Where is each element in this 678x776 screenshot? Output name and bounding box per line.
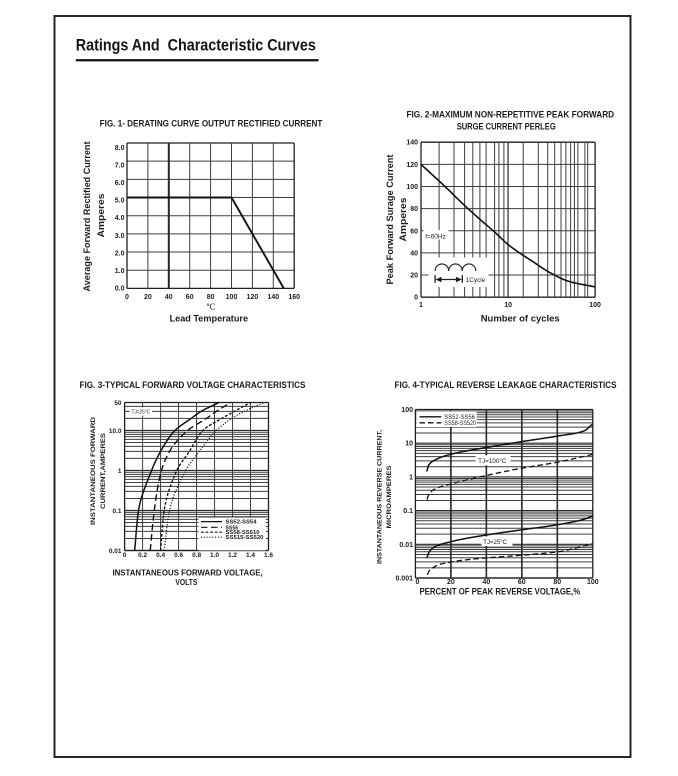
svg-text:FIG. 4-TYPICAL REVERSE LEAKAGE: FIG. 4-TYPICAL REVERSE LEAKAGE CHARACTER… [395,380,617,390]
svg-text:Amperes: Amperes [398,198,409,242]
svg-text:2.0: 2.0 [115,250,125,257]
svg-text:MICROAMPERES: MICROAMPERES [386,465,393,529]
svg-text:INSTANTANEOUS FORWARD VOLTAGE,: INSTANTANEOUS FORWARD VOLTAGE, [112,568,262,577]
svg-text:10: 10 [405,441,413,448]
svg-text:SS515-SS520: SS515-SS520 [226,535,264,541]
svg-text:INSTANTANEOUS FORWARD: INSTANTANEOUS FORWARD [90,417,97,525]
svg-text:1.6: 1.6 [264,552,273,559]
svg-text:1Cycle: 1Cycle [466,277,486,284]
svg-text:0.8: 0.8 [192,552,201,559]
svg-text:6.0: 6.0 [115,180,125,187]
svg-text:℃: ℃ [206,302,216,312]
svg-text:100: 100 [406,184,418,191]
svg-text:40: 40 [165,294,173,301]
svg-text:0.2: 0.2 [138,552,147,559]
svg-text:10.0: 10.0 [109,428,122,435]
svg-text:1.0: 1.0 [115,268,125,275]
svg-text:Average Forward Rectified Curr: Average Forward Rectified Current [82,141,93,292]
svg-text:20: 20 [447,579,455,586]
svg-text:0.0: 0.0 [115,286,125,293]
svg-text:1.2: 1.2 [228,552,237,559]
svg-text:20: 20 [410,273,418,280]
svg-text:10: 10 [504,302,512,309]
svg-text:60: 60 [518,579,526,586]
svg-text:4.0: 4.0 [115,215,125,222]
svg-text:SS58-SS510: SS58-SS510 [226,530,260,536]
svg-text:SS56: SS56 [226,525,239,531]
svg-text:1: 1 [118,468,122,475]
svg-text:0.001: 0.001 [395,576,413,583]
svg-text:TJ=25°C: TJ=25°C [132,409,151,415]
svg-text:Ratings And Characteristic Cu: Ratings And Characteristic Curves [76,37,316,55]
svg-text:Peak Forward Surage Current: Peak Forward Surage Current [385,154,396,285]
svg-text:Lead Temperature: Lead Temperature [170,314,249,325]
svg-text:160: 160 [288,294,300,301]
svg-text:140: 140 [406,140,418,147]
svg-text:SURGE CURRENT PERLEG: SURGE CURRENT PERLEG [457,122,556,132]
svg-text:40: 40 [410,250,418,257]
svg-text:120: 120 [406,162,418,169]
svg-text:FIG. 3-TYPICAL FORWARD VOLTAGE: FIG. 3-TYPICAL FORWARD VOLTAGE CHARACTER… [80,380,306,390]
svg-text:1.4: 1.4 [246,552,255,559]
svg-text:0.4: 0.4 [156,552,165,559]
svg-text:80: 80 [207,294,215,301]
svg-text:5.0: 5.0 [115,198,125,205]
svg-text:140: 140 [267,294,279,301]
svg-text:0: 0 [414,295,418,302]
svg-text:40: 40 [483,579,491,586]
svg-text:100: 100 [226,294,238,301]
svg-text:100: 100 [587,579,599,586]
svg-text:PERCENT OF PEAK REVERSE VOLTAG: PERCENT OF PEAK REVERSE VOLTAGE,% [420,587,581,598]
svg-text:0.6: 0.6 [174,552,183,559]
svg-text:60: 60 [410,228,418,235]
svg-text:80: 80 [553,579,561,586]
svg-text:1.0: 1.0 [210,552,219,559]
svg-text:0.1: 0.1 [112,508,121,515]
svg-text:VOLTS: VOLTS [175,578,197,587]
svg-text:7.0: 7.0 [115,162,125,169]
svg-text:Number of cycles: Number of cycles [481,314,560,325]
svg-text:CURRENT,AMPERES: CURRENT,AMPERES [100,432,107,509]
svg-text:FIG. 1- DERATING CURVE OUTPUT: FIG. 1- DERATING CURVE OUTPUT RECTIFIED … [100,119,323,129]
svg-text:100: 100 [589,302,601,309]
svg-text:50: 50 [114,400,122,407]
svg-text:3.0: 3.0 [115,233,125,240]
svg-text:INSTANTANEOUS REVERSE CURRENT,: INSTANTANEOUS REVERSE CURRENT, [376,430,383,564]
svg-text:60: 60 [186,294,194,301]
svg-text:TJ=100°C: TJ=100°C [478,457,507,465]
svg-text:SS52-SS56: SS52-SS56 [444,415,475,421]
svg-text:FIG. 2-MAXIMUM NON-REPETITIVE: FIG. 2-MAXIMUM NON-REPETITIVE PEAK FORWA… [406,109,614,119]
svg-text:Amperes: Amperes [96,194,107,238]
svg-text:f=60Hz: f=60Hz [425,233,446,240]
svg-text:0.01: 0.01 [109,548,122,555]
svg-text:0.1: 0.1 [403,508,413,515]
svg-text:8.0: 8.0 [115,145,125,152]
svg-text:1: 1 [419,302,423,309]
svg-text:0: 0 [123,552,127,559]
svg-text:0: 0 [125,294,129,301]
svg-text:0: 0 [415,579,419,586]
svg-text:1: 1 [409,474,413,481]
svg-text:20: 20 [144,294,152,301]
svg-text:100: 100 [401,407,413,414]
svg-text:TJ=25°C: TJ=25°C [483,538,507,546]
svg-text:SS52-SS54: SS52-SS54 [226,520,258,526]
svg-text:0.01: 0.01 [399,542,413,549]
svg-text:80: 80 [410,206,418,213]
svg-text:SS58-SS520: SS58-SS520 [444,421,476,427]
svg-text:120: 120 [247,294,259,301]
